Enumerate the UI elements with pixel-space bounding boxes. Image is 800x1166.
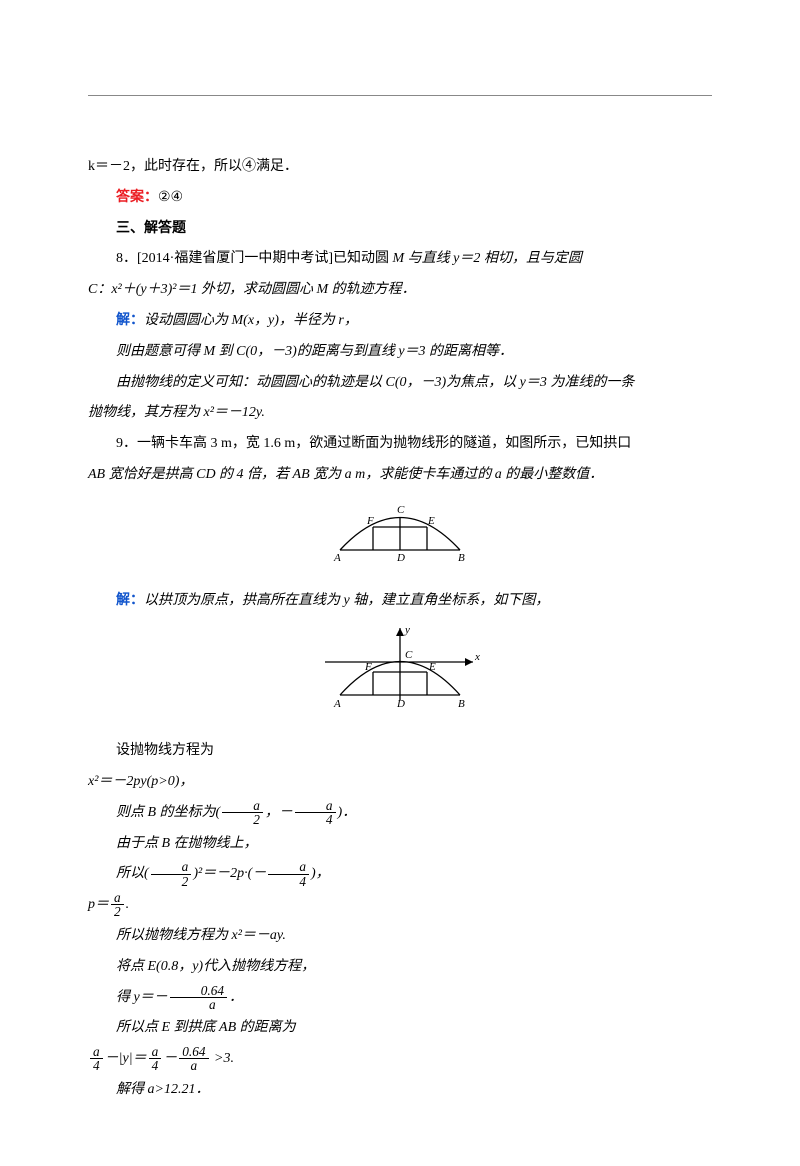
fig2-x: x <box>474 651 480 663</box>
fig2-B: B <box>458 698 465 710</box>
q9-line2: AB 宽恰好是拱高 CD 的 4 倍，若 AB 宽为 a m，求能使卡车通过的 … <box>88 460 712 491</box>
q8-line2: C：x²＋(y＋3)²＝1 外切，求动圆圆心 M 的轨迹方程． <box>88 275 712 306</box>
sol-label: 解： <box>116 313 144 328</box>
q8-line1: 8．[2014·福建省厦门一中期中考试]已知动圆 M 与直线 y＝2 相切，且与… <box>88 244 712 275</box>
q9-sol-1: 解：以拱顶为原点，拱高所在直线为 y 轴，建立直角坐标系，如下图， <box>88 586 712 617</box>
q8-sol-1: 解：设动圆圆心为 M(x，y)，半径为 r， <box>88 306 712 337</box>
q9-line1: 9．一辆卡车高 3 m，宽 1.6 m，欲通过断面为抛物线形的隧道，如图所示，已… <box>88 429 712 460</box>
answer-line: 答案：②④ <box>88 183 712 214</box>
fig2-C: C <box>405 649 413 661</box>
answer-label: 答案： <box>116 190 158 205</box>
q9-subE: 将点 E(0.8，y)代入抛物线方程， <box>88 952 712 983</box>
section-3-heading: 三、解答题 <box>88 214 712 245</box>
fig1-B: B <box>458 552 465 564</box>
q9-dist: 所以点 E 到拱底 AB 的距离为 <box>88 1013 712 1044</box>
q9-onpara: 由于点 B 在抛物线上， <box>88 829 712 860</box>
fig1-C: C <box>397 504 405 516</box>
fig2-y: y <box>404 624 410 636</box>
fig2-D: D <box>396 698 405 710</box>
fig2-A: A <box>333 698 341 710</box>
fig2-E: E <box>428 661 436 673</box>
header-rule <box>88 95 712 96</box>
figure-2: x y A B C D F E <box>88 620 712 728</box>
q8-sol-2: 则由题意可得 M 到 C(0，－3)的距离与到直线 y＝3 的距离相等． <box>88 337 712 368</box>
line-k: k＝－2，此时存在，所以④满足． <box>88 152 712 183</box>
sol-label-2: 解： <box>116 593 144 608</box>
q9-pointB: 则点 B 的坐标为(a2，－a4)． <box>88 798 712 829</box>
q9-y: 得 y＝－0.64a． <box>88 983 712 1014</box>
fig1-F: F <box>366 515 374 527</box>
figure-1: A B C D F E <box>88 495 712 578</box>
page-content: k＝－2，此时存在，所以④满足． 答案：②④ 三、解答题 8．[2014·福建省… <box>0 0 800 1166</box>
q9-peq: p＝a2. <box>88 890 712 921</box>
q9-setup: 设抛物线方程为 <box>88 736 712 767</box>
q9-dist-eq: a4－|y|＝a4－0.64a >3. <box>88 1044 712 1075</box>
fig1-A: A <box>333 552 341 564</box>
q9-eq1: x²＝－2py(p>0)， <box>88 767 712 798</box>
answer-value: ②④ <box>158 190 183 205</box>
q9-paraeq: 所以抛物线方程为 x²＝－ay. <box>88 921 712 952</box>
q9-solve: 解得 a>12.21． <box>88 1075 712 1106</box>
fig1-D: D <box>396 552 405 564</box>
q9-so: 所以(a2)²＝－2p·(－a4)， <box>88 859 712 890</box>
q8-sol-3b: 抛物线，其方程为 x²＝－12y. <box>88 398 712 429</box>
q8-sol-3a: 由抛物线的定义可知：动圆圆心的轨迹是以 C(0，－3)为焦点，以 y＝3 为准线… <box>88 368 712 399</box>
fig2-F: F <box>364 661 372 673</box>
fig1-E: E <box>427 515 435 527</box>
